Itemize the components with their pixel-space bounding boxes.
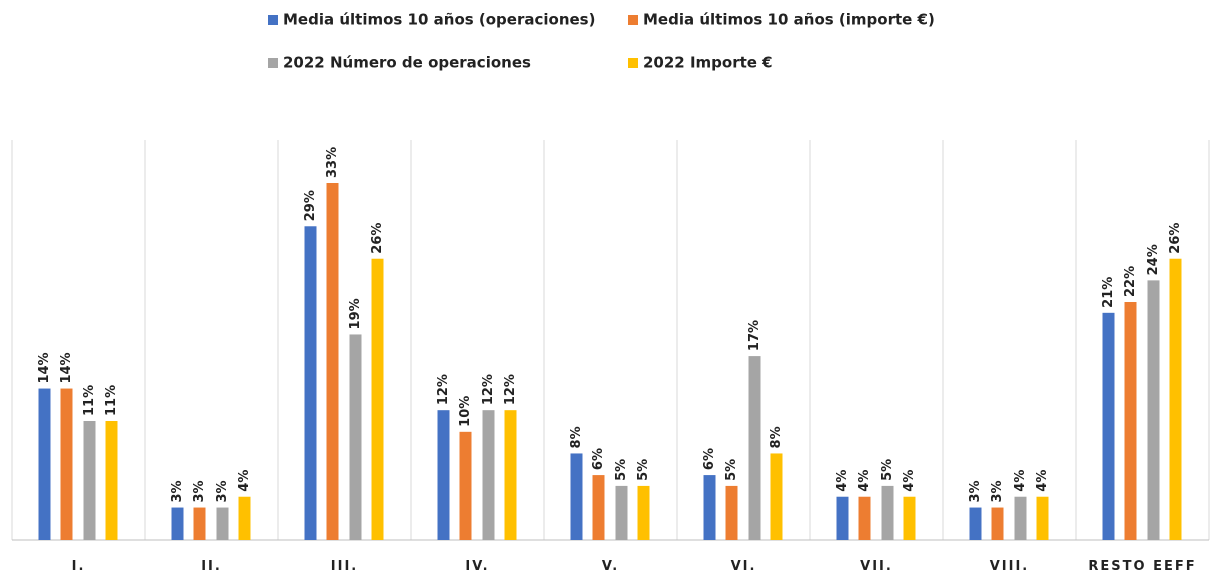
bar <box>725 485 738 540</box>
data-label: 4% <box>902 470 917 492</box>
bar <box>105 421 118 540</box>
legend-swatch <box>628 58 638 68</box>
data-label: 6% <box>591 448 606 470</box>
data-label: 12% <box>481 374 496 405</box>
bar <box>637 485 650 540</box>
data-label: 4% <box>1013 470 1028 492</box>
data-label: 12% <box>503 374 518 405</box>
bar <box>1124 302 1137 540</box>
bar <box>770 453 783 540</box>
x-tick-label: VII. <box>860 559 893 572</box>
x-tick-label: IV. <box>465 559 489 572</box>
bar <box>836 496 849 540</box>
bar <box>570 453 583 540</box>
bar <box>459 431 472 540</box>
bar <box>881 485 894 540</box>
bar <box>238 496 251 540</box>
x-tick-label: VI. <box>731 559 757 572</box>
bar <box>903 496 916 540</box>
bar <box>1014 496 1027 540</box>
data-label: 5% <box>880 459 895 481</box>
x-tick-label: I. <box>72 559 86 572</box>
legend-swatch <box>268 58 278 68</box>
data-label: 26% <box>370 223 385 254</box>
data-label: 14% <box>37 352 52 383</box>
bar <box>60 388 73 540</box>
data-label: 11% <box>104 385 119 416</box>
bar <box>437 410 450 540</box>
data-label: 5% <box>636 459 651 481</box>
legend-label: 2022 Importe € <box>643 54 773 72</box>
legend-swatch <box>268 15 278 25</box>
bar <box>1036 496 1049 540</box>
data-label: 11% <box>82 385 97 416</box>
bar <box>858 496 871 540</box>
bar <box>482 410 495 540</box>
data-label: 14% <box>59 352 74 383</box>
bar <box>349 334 362 540</box>
data-label: 6% <box>702 448 717 470</box>
legend-swatch <box>628 15 638 25</box>
bar <box>216 507 229 540</box>
data-label: 33% <box>325 147 340 178</box>
data-label: 4% <box>857 470 872 492</box>
data-label: 3% <box>192 480 207 502</box>
bar <box>371 258 384 540</box>
data-label: 3% <box>990 480 1005 502</box>
bar <box>748 356 761 540</box>
bar <box>703 475 716 540</box>
data-label: 3% <box>968 480 983 502</box>
bar <box>304 226 317 541</box>
data-label: 29% <box>303 190 318 221</box>
bar <box>193 507 206 540</box>
legend-label: Media últimos 10 años (importe €) <box>643 11 935 29</box>
bar <box>326 183 339 540</box>
data-label: 10% <box>458 396 473 427</box>
bar <box>1169 258 1182 540</box>
bar <box>969 507 982 540</box>
data-label: 12% <box>436 374 451 405</box>
data-label: 8% <box>569 426 584 448</box>
data-label: 5% <box>614 459 629 481</box>
x-tick-label: V. <box>602 559 619 572</box>
data-label: 4% <box>835 470 850 492</box>
data-label: 24% <box>1146 244 1161 275</box>
bar <box>504 410 517 540</box>
x-tick-label: II. <box>201 559 222 572</box>
x-tick-label: VIII. <box>990 559 1030 572</box>
data-label: 22% <box>1123 266 1138 297</box>
x-tick-label: III. <box>331 559 358 572</box>
bar <box>991 507 1004 540</box>
bar <box>1147 280 1160 540</box>
data-label: 4% <box>237 470 252 492</box>
bar <box>615 485 628 540</box>
legend-label: 2022 Número de operaciones <box>283 54 531 72</box>
bar <box>83 421 96 540</box>
data-label: 3% <box>215 480 230 502</box>
bar <box>171 507 184 540</box>
data-label: 17% <box>747 320 762 351</box>
x-tick-label: RESTO EEFF <box>1088 559 1196 572</box>
bar <box>592 475 605 540</box>
legend-label: Media últimos 10 años (operaciones) <box>283 11 595 29</box>
data-label: 5% <box>724 459 739 481</box>
data-label: 26% <box>1168 223 1183 254</box>
data-label: 3% <box>170 480 185 502</box>
bar <box>1102 312 1115 540</box>
data-label: 4% <box>1035 470 1050 492</box>
data-label: 21% <box>1101 277 1116 308</box>
bar <box>38 388 51 540</box>
data-label: 19% <box>348 298 363 329</box>
data-label: 8% <box>769 426 784 448</box>
